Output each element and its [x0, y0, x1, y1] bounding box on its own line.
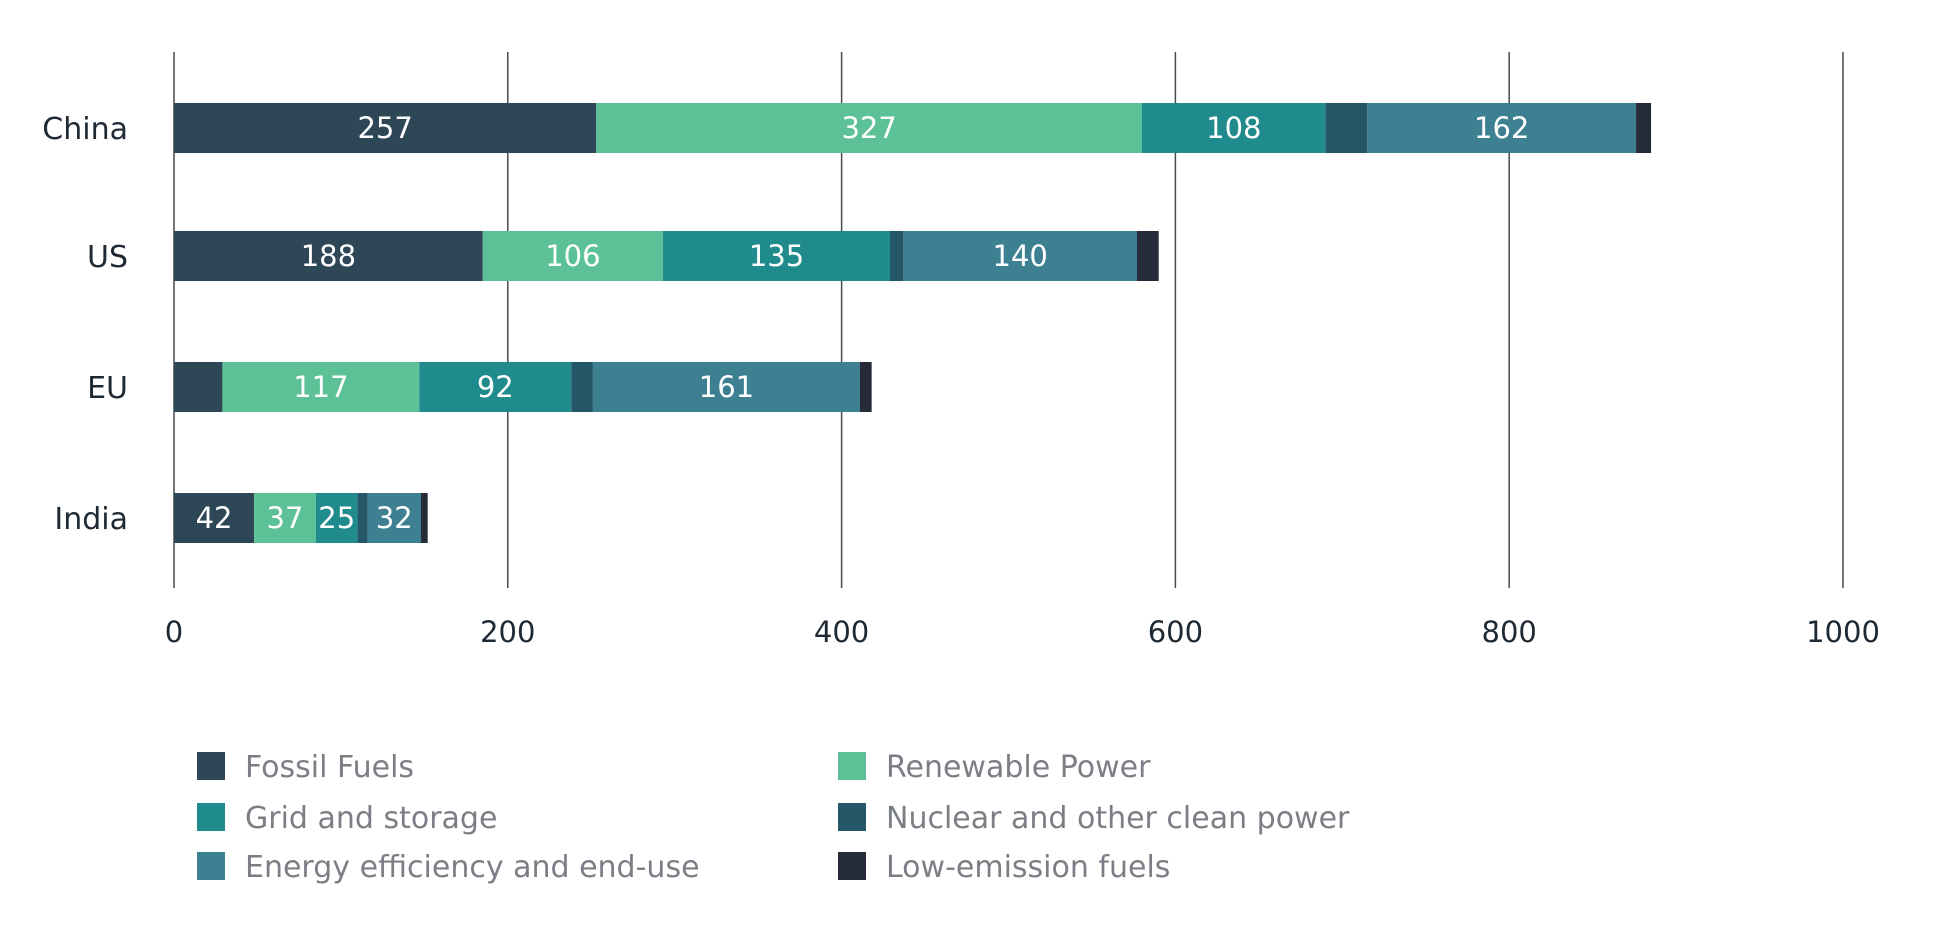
data-label-eu-energy-efficiency-and-end-use: 161 — [699, 370, 754, 404]
bar-india-low-emission-fuels — [421, 493, 428, 543]
x-tick-label: 800 — [1482, 615, 1537, 649]
bar-china-grid-and-storage — [1142, 103, 1326, 153]
data-label-eu-grid-and-storage: 92 — [477, 370, 514, 404]
data-label-india-fossil-fuels: 42 — [196, 501, 233, 535]
legend-item-nuclear-and-other-clean-power: Nuclear and other clean power — [838, 801, 1350, 836]
bars: 257 327 108 162 188 106 135 140 117 92 161 42 37 25 32 — [174, 103, 1652, 543]
legend-swatch — [838, 803, 866, 831]
legend-swatch — [838, 852, 866, 880]
legend-label: Grid and storage — [245, 801, 497, 836]
bar-us-energy-efficiency-and-end-use — [903, 231, 1138, 281]
legend-item-grid-and-storage: Grid and storage — [197, 801, 497, 836]
data-label-us-energy-efficiency-and-end-use: 140 — [993, 239, 1048, 273]
legend: Fossil Fuels Renewable Power Grid and stor… — [197, 750, 1350, 885]
x-tick-label: 1000 — [1806, 615, 1880, 649]
bar-us-renewable-power — [482, 231, 664, 281]
bar-india-grid-and-storage — [315, 493, 358, 543]
legend-swatch — [838, 752, 866, 780]
legend-label: Energy efficiency and end-use — [245, 850, 700, 885]
x-tick-label: 400 — [814, 615, 869, 649]
bar-us-grid-and-storage — [663, 231, 891, 281]
data-label-eu-renewable-power: 117 — [293, 370, 348, 404]
bar-us-nuclear-and-other-clean-power — [890, 231, 904, 281]
category-label-eu: EU — [87, 371, 128, 406]
bar-eu-low-emission-fuels — [859, 362, 872, 412]
bar-us-low-emission-fuels — [1137, 231, 1159, 281]
bar-china-low-emission-fuels — [1636, 103, 1652, 153]
x-axis-ticks: 0 200 400 600 800 1000 — [165, 615, 1880, 649]
legend-label: Nuclear and other clean power — [886, 801, 1350, 836]
category-label-china: China — [42, 112, 128, 147]
data-label-china-renewable-power: 327 — [841, 111, 896, 145]
bar-eu-energy-efficiency-and-end-use — [592, 362, 860, 412]
x-tick-label: 200 — [480, 615, 535, 649]
data-label-us-renewable-power: 106 — [545, 239, 600, 273]
bar-eu-fossil-fuels — [174, 362, 223, 412]
data-label-china-grid-and-storage: 108 — [1206, 111, 1261, 145]
bar-china-energy-efficiency-and-end-use — [1367, 103, 1637, 153]
data-label-us-grid-and-storage: 135 — [749, 239, 804, 273]
data-label-us-fossil-fuels: 188 — [301, 239, 356, 273]
bar-us-fossil-fuels — [174, 231, 483, 281]
bar-eu-renewable-power — [222, 362, 420, 412]
legend-label: Low-emission fuels — [886, 850, 1170, 885]
bar-india-renewable-power — [254, 493, 316, 543]
data-label-india-renewable-power: 37 — [267, 501, 304, 535]
bar-eu-grid-and-storage — [419, 362, 572, 412]
data-label-india-energy-efficiency-and-end-use: 32 — [376, 501, 413, 535]
legend-item-energy-efficiency-and-end-use: Energy efficiency and end-use — [197, 850, 700, 885]
legend-swatch — [197, 803, 225, 831]
data-label-india-grid-and-storage: 25 — [318, 501, 355, 535]
bar-india-energy-efficiency-and-end-use — [367, 493, 422, 543]
x-tick-label: 600 — [1148, 615, 1203, 649]
legend-label: Renewable Power — [886, 750, 1151, 785]
category-labels: China US EU India — [42, 112, 128, 537]
x-tick-label: 0 — [165, 615, 183, 649]
legend-item-fossil-fuels: Fossil Fuels — [197, 750, 414, 785]
category-label-us: US — [87, 240, 128, 275]
legend-swatch — [197, 752, 225, 780]
category-label-india: India — [54, 502, 128, 537]
legend-item-renewable-power: Renewable Power — [838, 750, 1151, 785]
bar-china-nuclear-and-other-clean-power — [1325, 103, 1368, 153]
bar-eu-nuclear-and-other-clean-power — [571, 362, 593, 412]
data-label-china-fossil-fuels: 257 — [357, 111, 412, 145]
bar-india-fossil-fuels — [174, 493, 255, 543]
legend-swatch — [197, 852, 225, 880]
data-label-china-energy-efficiency-and-end-use: 162 — [1474, 111, 1529, 145]
bar-india-nuclear-and-other-clean-power — [357, 493, 368, 543]
legend-label: Fossil Fuels — [245, 750, 414, 785]
bar-china-fossil-fuels — [174, 103, 597, 153]
bar-china-renewable-power — [596, 103, 1143, 153]
legend-item-low-emission-fuels: Low-emission fuels — [838, 850, 1170, 885]
